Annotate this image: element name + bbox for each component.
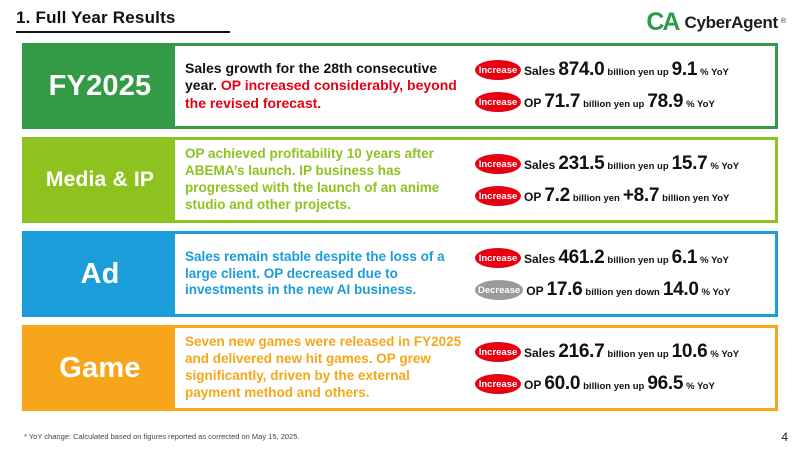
change-badge: Decrease [475, 280, 524, 300]
cyberagent-logo: CA CyberAgent ® [646, 8, 786, 35]
metric-value: 17.6 [546, 279, 583, 300]
metric-unit: billion yen up [607, 255, 669, 266]
metric-value: 874.0 [558, 59, 605, 80]
metric-label: Sales [524, 346, 556, 360]
segment-list: FY2025 Sales growth for the 28th consecu… [0, 35, 800, 411]
segment-game: Game Seven new games were released in FY… [22, 325, 778, 411]
segment-description: Sales remain stable despite the loss of … [175, 249, 473, 300]
metric-label: OP [524, 378, 542, 392]
segment-label: Game [25, 328, 175, 408]
slide-header: 1. Full Year Results CA CyberAgent ® [0, 0, 800, 35]
segment-fy2025: FY2025 Sales growth for the 28th consecu… [22, 43, 778, 129]
metric-row: Increase OP 71.7 billion yen up 78.9 % Y… [475, 91, 775, 113]
metric-change-unit: % YoY [686, 99, 715, 110]
metric-unit: billion yen up [607, 349, 669, 360]
metric-change: 10.6 [671, 341, 708, 362]
metric-change-unit: % YoY [700, 255, 729, 266]
metric-unit: billion yen up [583, 99, 645, 110]
metric-label: Sales [524, 252, 556, 266]
change-badge: Increase [475, 92, 521, 112]
segment-body: Seven new games were released in FY2025 … [175, 328, 775, 408]
page-number: 4 [781, 430, 788, 444]
metric-value: 231.5 [558, 153, 605, 174]
change-badge: Increase [475, 186, 521, 206]
metric-change: 14.0 [662, 279, 699, 300]
metric-value: 7.2 [544, 185, 570, 206]
metric-change-unit: % YoY [700, 67, 729, 78]
metric-row: Increase OP 7.2 billion yen +8.7 billion… [475, 185, 775, 207]
cyberagent-logo-icon: CA [646, 8, 680, 36]
metric-change-unit: % YoY [710, 349, 740, 360]
segment-label: FY2025 [25, 46, 175, 126]
segment-description: OP achieved profitability 10 years after… [175, 146, 473, 214]
segment-description: Seven new games were released in FY2025 … [175, 334, 473, 402]
change-badge: Increase [475, 154, 521, 174]
metric-label: OP [524, 190, 542, 204]
segment-metrics: Increase Sales 874.0 billion yen up 9.1 … [473, 59, 775, 113]
metric-row: Increase OP 60.0 billion yen up 96.5 % Y… [475, 373, 775, 395]
description-part: OP achieved profitability 10 years after… [185, 146, 440, 212]
segment-body: Sales remain stable despite the loss of … [175, 234, 775, 314]
logo-text: CyberAgent [684, 12, 778, 32]
metric-change-unit: % YoY [686, 381, 715, 392]
description-part: Sales remain stable despite the loss of … [185, 248, 445, 298]
metric-change-unit: % YoY [710, 161, 740, 172]
segment-metrics: Increase Sales 216.7 billion yen up 10.6… [473, 341, 775, 395]
description-part: OP increased considerably, beyond the re… [185, 77, 457, 111]
change-badge: Increase [475, 342, 521, 362]
segment-media-ip: Media & IP OP achieved profitability 10 … [22, 137, 778, 223]
segment-body: Sales growth for the 28th consecutive ye… [175, 46, 775, 126]
metric-value: 216.7 [558, 341, 605, 362]
title-block: 1. Full Year Results [16, 8, 230, 33]
segment-metrics: Increase Sales 231.5 billion yen up 15.7… [473, 153, 775, 207]
metric-unit: billion yen up [607, 161, 669, 172]
metric-change-unit: billion yen YoY [662, 193, 730, 204]
segment-body: OP achieved profitability 10 years after… [175, 140, 775, 220]
metric-change-unit: % YoY [701, 287, 731, 298]
title-underline [16, 31, 230, 33]
metric-row: Increase Sales 461.2 billion yen up 6.1 … [475, 247, 775, 269]
metric-unit: billion yen [572, 193, 620, 204]
metric-unit: billion yen down [585, 287, 660, 298]
segment-label: Ad [25, 234, 175, 314]
metric-change: 78.9 [647, 91, 684, 112]
metric-unit: billion yen up [607, 67, 669, 78]
metric-label: Sales [524, 64, 556, 78]
metric-change: 96.5 [647, 373, 684, 394]
change-badge: Increase [475, 60, 521, 80]
metric-value: 60.0 [544, 373, 581, 394]
segment-label: Media & IP [25, 140, 175, 220]
segment-description: Sales growth for the 28th consecutive ye… [175, 60, 473, 113]
metric-value: 71.7 [544, 91, 581, 112]
metric-row: Increase Sales 216.7 billion yen up 10.6… [475, 341, 775, 363]
metric-label: OP [526, 284, 544, 298]
metric-row: Decrease OP 17.6 billion yen down 14.0 %… [475, 279, 775, 301]
footnote: * YoY change: Calculated based on figure… [24, 432, 300, 441]
metric-label: OP [524, 96, 542, 110]
segment-metrics: Increase Sales 461.2 billion yen up 6.1 … [473, 247, 775, 301]
metric-value: 461.2 [558, 247, 605, 268]
change-badge: Increase [475, 248, 521, 268]
metric-change: 9.1 [671, 59, 698, 80]
registered-mark: ® [780, 18, 786, 25]
metric-label: Sales [524, 158, 556, 172]
metric-row: Increase Sales 231.5 billion yen up 15.7… [475, 153, 775, 175]
segment-ad: Ad Sales remain stable despite the loss … [22, 231, 778, 317]
metric-change: 15.7 [671, 153, 708, 174]
page-title: 1. Full Year Results [16, 8, 176, 27]
metric-change: +8.7 [622, 185, 660, 206]
description-part: Sales growth for the 28th consecutive ye… [185, 59, 438, 94]
description-part: Seven new games were released in FY2025 … [185, 334, 462, 400]
change-badge: Increase [475, 374, 521, 394]
metric-row: Increase Sales 874.0 billion yen up 9.1 … [475, 59, 775, 81]
metric-unit: billion yen up [583, 381, 645, 392]
metric-change: 6.1 [671, 247, 698, 268]
